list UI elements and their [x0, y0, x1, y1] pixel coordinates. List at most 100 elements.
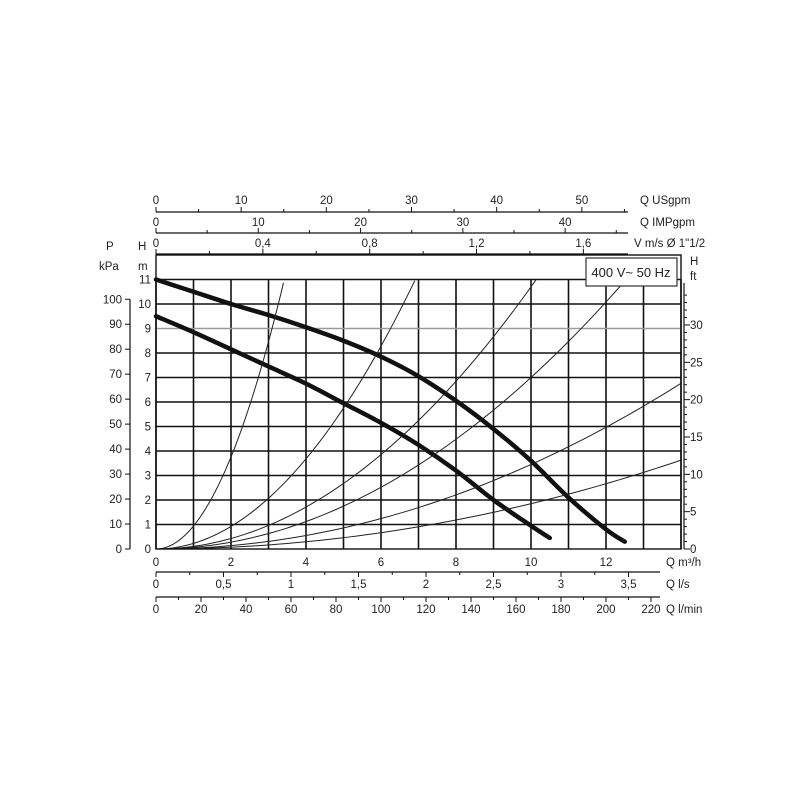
system-curve-4 — [155, 280, 416, 550]
x-tick-label: 12 — [600, 557, 613, 569]
left-axis-p-tick-label: 30 — [109, 469, 122, 481]
bottom-axis-2-tick-label: 200 — [596, 604, 615, 616]
top-axis-3-tick-label: 1,2 — [469, 238, 485, 250]
bottom-axis-1-tick-label: 2 — [423, 579, 429, 591]
bottom-axis-1-tick-label: 1 — [288, 579, 294, 591]
top-axis-3-tick-label: 0 — [153, 238, 159, 250]
top-axis-1-tick-label: 40 — [490, 195, 503, 207]
left-axis-p-tick-label: 80 — [109, 344, 122, 356]
left-axis-p-tick-label: 90 — [109, 319, 122, 331]
bottom-axis-1-tick-label: 2,5 — [485, 579, 501, 591]
system-curve-5 — [155, 278, 538, 550]
left-axis-p-title: P — [106, 241, 114, 253]
grid — [155, 278, 682, 549]
bottom-axis-2-tick-label: 20 — [195, 604, 208, 616]
pump-curve-1 — [153, 277, 627, 544]
right-axis-tick-label: 20 — [690, 395, 703, 407]
curves — [153, 277, 682, 550]
bottom-axis-2-tick-label: 0 — [153, 604, 159, 616]
system-curve-7 — [155, 382, 682, 550]
top-axis-1-tick-label: 20 — [320, 195, 333, 207]
left-axis-p-tick-label: 60 — [109, 394, 122, 406]
left-axis-p-unit: kPa — [99, 261, 119, 273]
y-tick-label: 4 — [145, 446, 152, 458]
right-axis-tick-label: 25 — [690, 357, 703, 369]
x-tick-label: 8 — [453, 557, 459, 569]
bottom-axis-2-tick-label: 220 — [641, 604, 660, 616]
top-axis-2-title: Q IMPgpm — [640, 217, 695, 229]
top-axis-3-tick-label: 0,8 — [362, 238, 378, 250]
frequency-badge: 400 V~ 50 Hz — [591, 265, 670, 280]
bottom-axis-2-tick-label: 100 — [371, 604, 390, 616]
top-axis-1-tick-label: 10 — [235, 195, 248, 207]
top-axis-2-tick-label: 40 — [559, 217, 572, 229]
y-tick-label: 1 — [145, 520, 151, 532]
x-tick-label: 4 — [303, 557, 310, 569]
top-axis-3-tick-label: 1,6 — [575, 238, 591, 250]
right-axis-tick-label: 5 — [690, 507, 696, 519]
bottom-axis-2-tick-label: 120 — [416, 604, 435, 616]
top-axis-2-tick-label: 0 — [153, 217, 159, 229]
bottom-axis-1-tick-label: 3,5 — [620, 579, 636, 591]
top-axis-1-tick-label: 30 — [405, 195, 418, 207]
bottom-axis-1-title: Q l/s — [666, 579, 690, 591]
top-axis-1-title: Q USgpm — [640, 195, 691, 207]
y-tick-label: 8 — [145, 348, 151, 360]
left-axis-p-tick-label: 0 — [116, 544, 122, 556]
y-tick-label: 6 — [145, 397, 151, 409]
right-axis-tick-label: 10 — [690, 469, 703, 481]
top-axis-2-tick-label: 10 — [252, 217, 265, 229]
top-axis-1-tick-label: 0 — [153, 195, 159, 207]
top-axis-3-title: V m/s Ø 1"1/2 — [634, 238, 705, 250]
right-axis-unit: ft — [690, 271, 697, 283]
system-curve-3 — [155, 282, 284, 550]
y-tick-label: 2 — [145, 495, 151, 507]
y-axis-unit: m — [138, 261, 148, 273]
y-tick-label: 10 — [138, 299, 151, 311]
left-axis-p-tick-label: 10 — [109, 519, 122, 531]
right-axis-tick-label: 15 — [690, 432, 703, 444]
bottom-axis-2-tick-label: 140 — [461, 604, 480, 616]
bottom-axis-2-tick-label: 60 — [285, 604, 298, 616]
x-tick-label: 0 — [153, 557, 159, 569]
x-axis-title: Q m³/h — [666, 557, 701, 569]
y-tick-label: 9 — [145, 324, 151, 336]
y-tick-label: 7 — [145, 373, 151, 385]
x-tick-label: 2 — [228, 557, 234, 569]
y-tick-label: 5 — [145, 422, 151, 434]
system-curve-8 — [155, 459, 682, 550]
bottom-axis-2-tick-label: 180 — [551, 604, 570, 616]
y-axis-title: H — [138, 241, 146, 253]
bottom-axis-2-tick-label: 40 — [240, 604, 253, 616]
bottom-axis-1-tick-label: 0,5 — [215, 579, 231, 591]
left-axis-p-tick-label: 100 — [103, 294, 122, 306]
x-tick-label: 6 — [378, 557, 384, 569]
y-tick-label: 0 — [145, 544, 151, 556]
top-axis-2-tick-label: 20 — [354, 217, 367, 229]
top-axis-3-tick-label: 0,4 — [255, 238, 272, 250]
pump-curve-2 — [153, 314, 552, 541]
axes: 0 10 20 30 40 500 10 20 30 400 0,4 0,8 1,2 1,60 2 4 6 8 10… — [103, 195, 703, 616]
right-axis-title: H — [690, 256, 698, 268]
left-axis-p-tick-label: 50 — [109, 419, 122, 431]
y-tick-label: 11 — [139, 275, 151, 287]
bottom-axis-2-tick-label: 80 — [330, 604, 343, 616]
frequency-badge-box — [585, 257, 678, 287]
left-axis-p-tick-label: 40 — [109, 444, 122, 456]
right-axis-tick-label: 30 — [690, 320, 703, 332]
left-axis-p-tick-label: 70 — [109, 369, 122, 381]
top-axis-1-tick-label: 50 — [575, 195, 588, 207]
bottom-axis-2-title: Q l/min — [666, 604, 702, 616]
x-tick-label: 10 — [525, 557, 538, 569]
bottom-axis-1-tick-label: 3 — [558, 579, 564, 591]
system-curve-6 — [155, 280, 626, 550]
top-axis-2-tick-label: 30 — [456, 217, 469, 229]
bottom-axis-1-tick-label: 1,5 — [350, 579, 366, 591]
y-tick-label: 3 — [145, 471, 151, 483]
right-axis-tick-label: 0 — [690, 544, 696, 556]
left-axis-p-tick-label: 20 — [109, 494, 122, 506]
plot-frame — [155, 254, 682, 550]
bottom-axis-2-tick-label: 160 — [506, 604, 525, 616]
bottom-axis-1-tick-label: 0 — [153, 579, 159, 591]
